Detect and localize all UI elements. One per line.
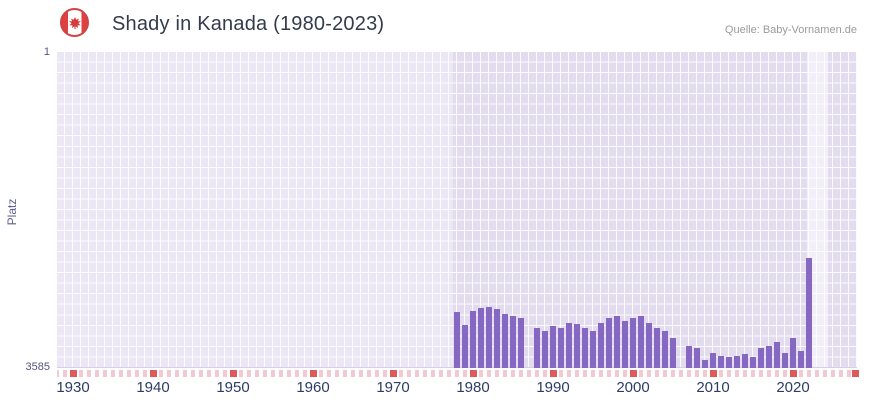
x-axis-major-tick: [549, 370, 557, 377]
bar-2013[interactable]: [734, 356, 740, 368]
bar-2009[interactable]: [702, 359, 708, 368]
bar-1992[interactable]: [566, 322, 572, 368]
x-axis-label: 1940: [136, 379, 170, 396]
bar-1990[interactable]: [550, 326, 556, 368]
bar-2000[interactable]: [630, 318, 636, 368]
bar-2001[interactable]: [638, 316, 644, 368]
canada-flag-icon: [60, 8, 89, 37]
x-axis-major-tick: [789, 370, 797, 377]
bar-2014[interactable]: [742, 354, 748, 368]
chart-title: Shady in Kanada (1980-2023): [112, 13, 385, 35]
bar-2020[interactable]: [790, 338, 796, 368]
x-axis-major-tick: [709, 370, 717, 377]
bar-2012[interactable]: [726, 356, 732, 368]
x-axis-ticks: [57, 370, 859, 377]
bar-2003[interactable]: [654, 327, 660, 368]
x-axis-label: 1970: [376, 379, 410, 396]
bar-1988[interactable]: [534, 327, 540, 368]
plot-area[interactable]: [57, 52, 857, 368]
bar-2017[interactable]: [766, 345, 772, 368]
bar-1999[interactable]: [622, 320, 628, 368]
bar-1985[interactable]: [510, 316, 516, 368]
bar-2022[interactable]: [806, 258, 812, 368]
x-axis-label: 2010: [696, 379, 730, 396]
x-axis-major-tick: [389, 370, 397, 377]
bar-2007[interactable]: [686, 345, 692, 368]
y-axis-label-bottom: 3585: [25, 361, 50, 373]
bar-2005[interactable]: [670, 337, 676, 368]
bar-1994[interactable]: [582, 327, 588, 368]
bar-1984[interactable]: [502, 313, 508, 368]
bar-2004[interactable]: [662, 331, 668, 368]
x-axis-label: 1990: [536, 379, 570, 396]
bar-1995[interactable]: [590, 330, 596, 368]
bar-1983[interactable]: [494, 308, 500, 368]
x-axis-major-tick: [229, 370, 237, 377]
bar-1998[interactable]: [614, 316, 620, 368]
source-credit: Quelle: Baby-Vornamen.de: [724, 24, 857, 36]
x-axis-label: 2020: [776, 379, 810, 396]
bar-1989[interactable]: [542, 330, 548, 368]
bar-2019[interactable]: [782, 353, 788, 368]
bar-1980[interactable]: [470, 311, 476, 368]
x-axis-major-tick: [469, 370, 477, 377]
x-axis-label: 2000: [616, 379, 650, 396]
x-axis-label: 1950: [216, 379, 250, 396]
bar-1986[interactable]: [518, 318, 524, 368]
bar-2016[interactable]: [758, 348, 764, 368]
bar-1979[interactable]: [462, 325, 468, 368]
bar-1978[interactable]: [454, 312, 460, 368]
x-axis-label: 1930: [56, 379, 90, 396]
bar-2015[interactable]: [750, 356, 756, 368]
bar-1997[interactable]: [606, 318, 612, 368]
x-axis-major-tick: [629, 370, 637, 377]
bar-1993[interactable]: [574, 324, 580, 368]
bar-1981[interactable]: [478, 308, 484, 368]
x-axis-major-tick: [69, 370, 77, 377]
x-axis-major-tick: [309, 370, 317, 377]
axis-end-tick: [852, 370, 859, 377]
x-axis-major-tick: [149, 370, 157, 377]
x-axis-labels: 1930 1940 1950 1960 1970 1980 1990 2000 2010 2020: [56, 379, 857, 399]
bar-2002[interactable]: [646, 322, 652, 368]
bar-2018[interactable]: [774, 341, 780, 368]
bar-1996[interactable]: [598, 322, 604, 368]
bar-2010[interactable]: [710, 353, 716, 368]
bar-1982[interactable]: [486, 306, 492, 368]
x-axis-label: 1960: [296, 379, 330, 396]
y-axis-label-top: 1: [43, 46, 50, 58]
bar-2021[interactable]: [798, 350, 804, 368]
bar-1991[interactable]: [558, 327, 564, 368]
bar-2008[interactable]: [694, 348, 700, 368]
maple-leaf-icon: [68, 16, 81, 29]
y-axis-title: Platz: [5, 198, 19, 226]
x-axis-label: 1980: [456, 379, 490, 396]
bar-2011[interactable]: [718, 356, 724, 368]
